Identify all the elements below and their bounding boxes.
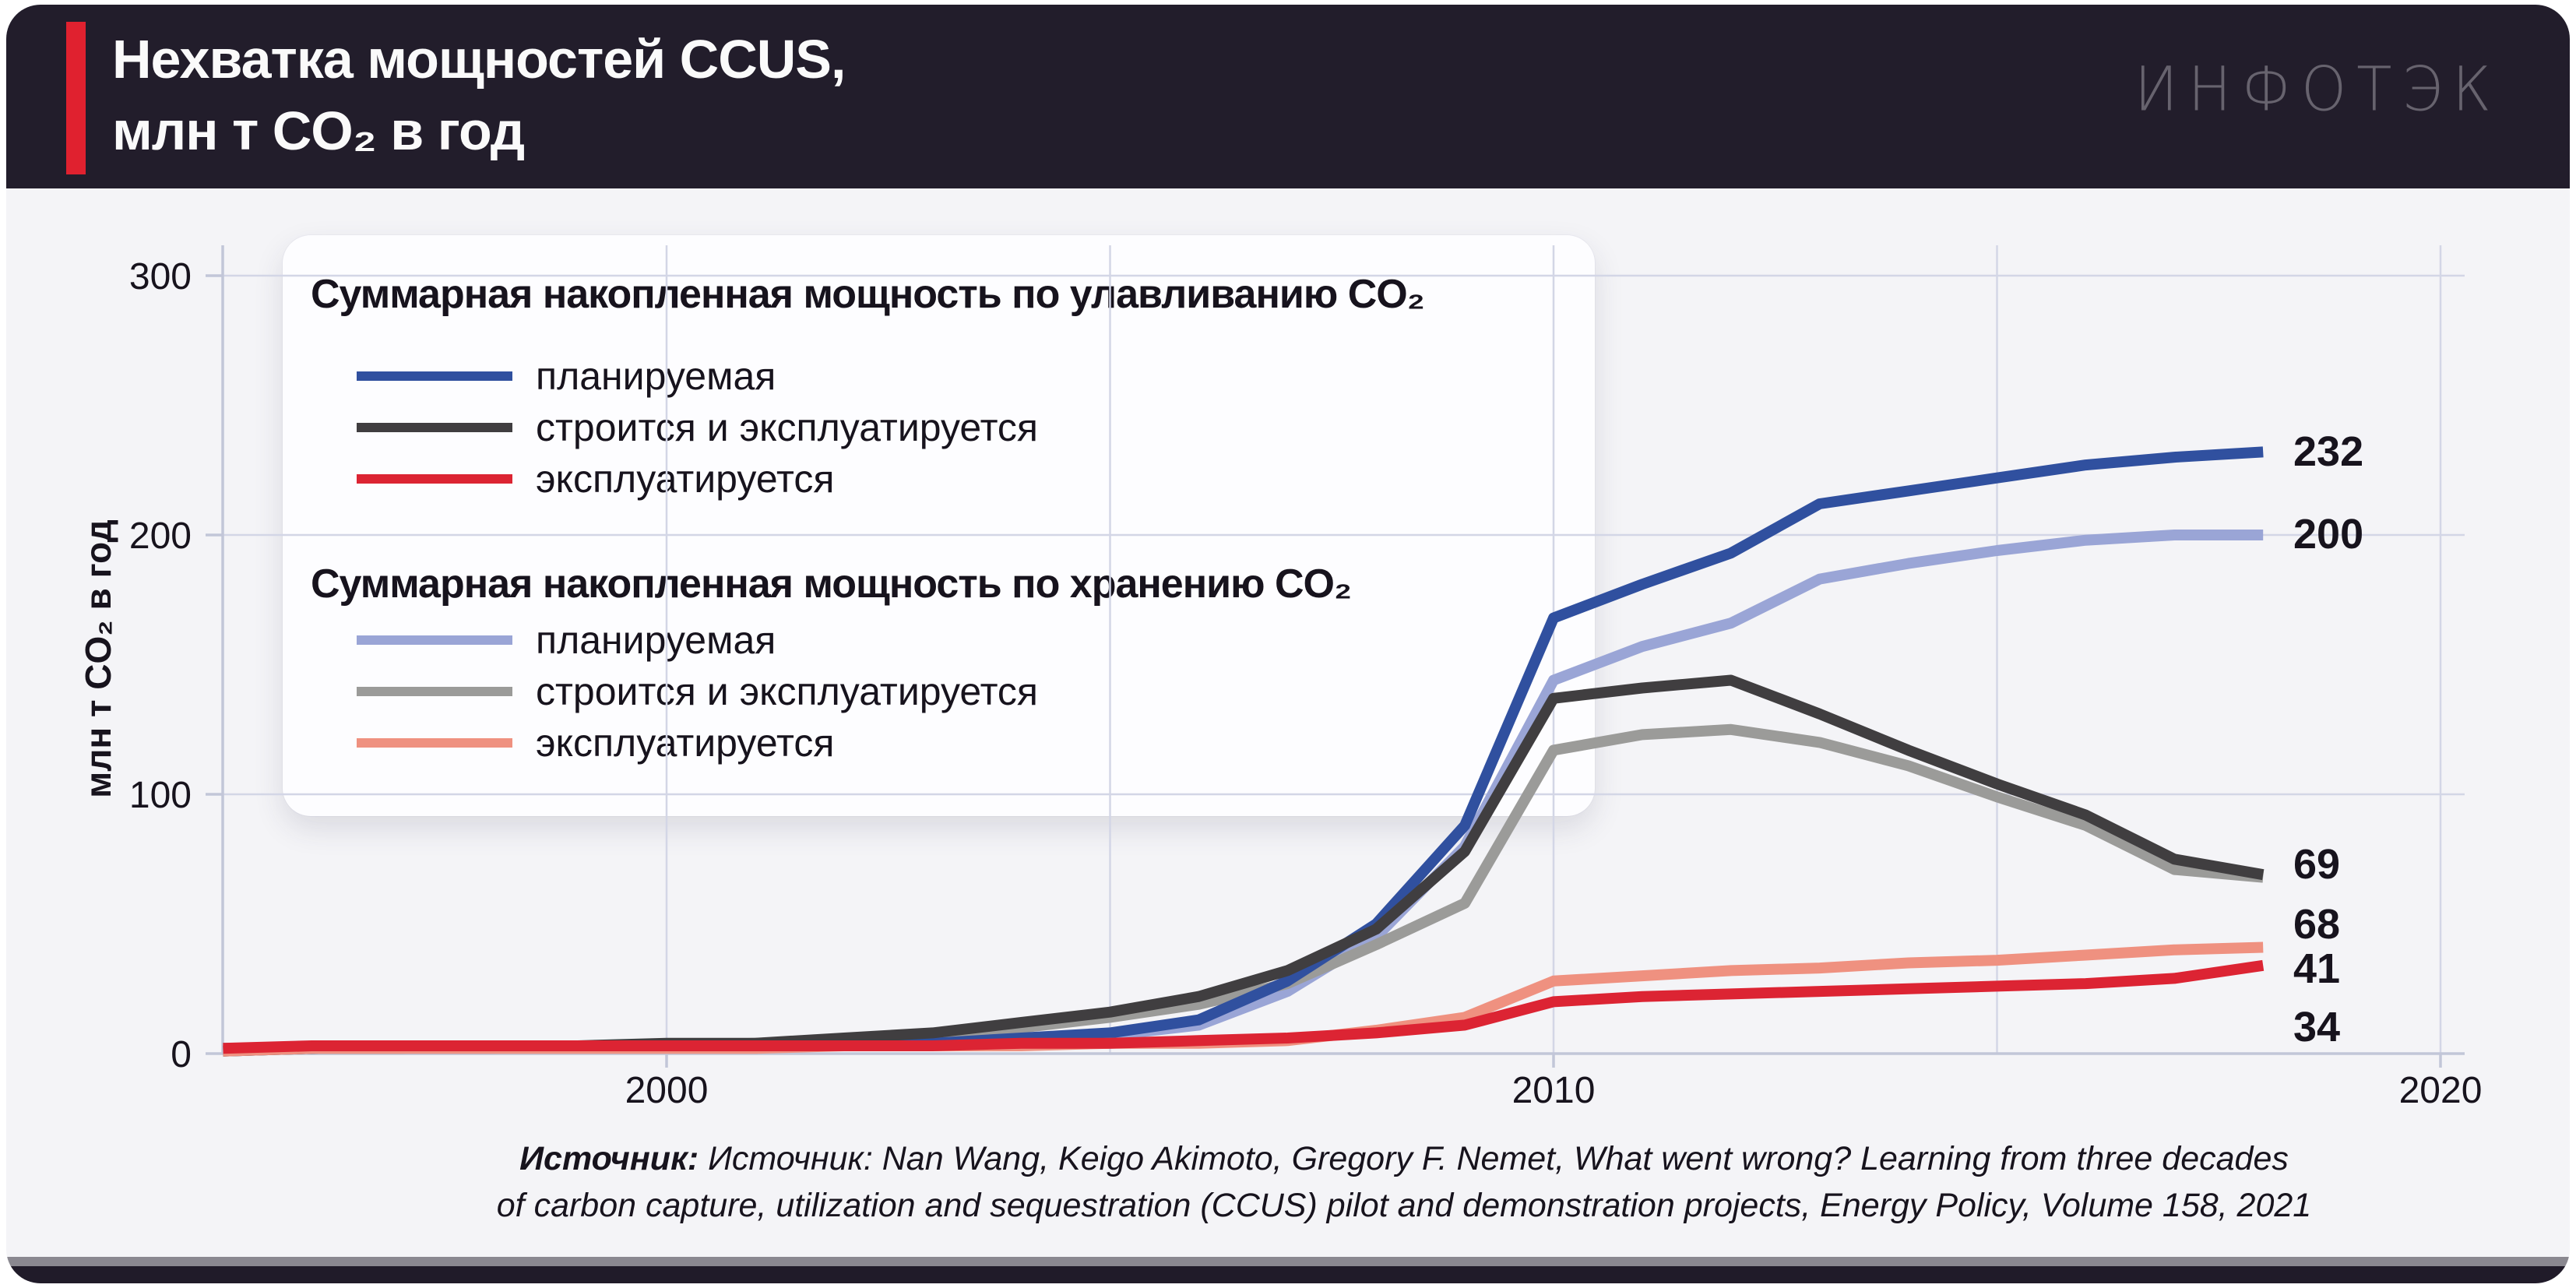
legend-swatch-capture_built	[357, 423, 512, 432]
legend-swatch-storage_planned	[357, 635, 512, 645]
legend-item-capture_planned: планируемая	[311, 350, 1564, 402]
source-line1: Источник: Источник: Nan Wang, Keigo Akim…	[232, 1135, 2570, 1182]
infotek-logo: ИНФОТЭК	[2134, 54, 2501, 125]
legend-label: планируемая	[536, 618, 776, 662]
source-prefix: Источник:	[519, 1140, 709, 1177]
footer-dark-bar	[6, 1266, 2570, 1283]
legend-group-title: Суммарная накопленная мощность по хранен…	[311, 561, 1352, 607]
legend-label: планируемая	[536, 354, 776, 398]
footer-gray-strip	[6, 1257, 2570, 1266]
legend-group-items: планируемая строится и эксплуатируется экс…	[311, 614, 1564, 769]
legend-swatch-storage_operating	[357, 738, 512, 748]
legend-label: эксплуатируется	[536, 721, 835, 765]
legend-item-capture_built: строится и эксплуатируется	[311, 402, 1564, 453]
legend-group-title: Суммарная накопленная мощность по улавли…	[311, 272, 1425, 317]
red-accent-bar	[66, 22, 86, 174]
legend-label: строится и эксплуатируется	[536, 670, 1038, 713]
source-line1-text: Источник: Nan Wang, Keigo Akimoto, Grego…	[708, 1140, 2289, 1177]
legend-item-storage_operating: эксплуатируется	[311, 717, 1564, 769]
legend-swatch-storage_built	[357, 687, 512, 696]
infographic-card: Нехватка мощностей CCUS, млн т CO₂ в год…	[6, 5, 2570, 1283]
y-axis-title: млн т CO₂ в год	[78, 519, 118, 798]
legend-item-capture_operating: эксплуатируется	[311, 453, 1564, 505]
legend-item-storage_built: строится и эксплуатируется	[311, 666, 1564, 717]
page-title: Нехватка мощностей CCUS, млн т CO₂ в год	[112, 23, 846, 167]
legend-group-items: планируемая строится и эксплуатируется экс…	[311, 350, 1564, 505]
legend-item-storage_planned: планируемая	[311, 614, 1564, 666]
chart-legend: Суммарная накопленная мощность по улавли…	[283, 235, 1595, 816]
legend-swatch-capture_operating	[357, 474, 512, 484]
source-citation: Источник: Источник: Nan Wang, Keigo Akim…	[232, 1135, 2570, 1229]
page-title-line1: Нехватка мощностей CCUS,	[112, 29, 846, 90]
page-title-line2: млн т CO₂ в год	[112, 100, 525, 161]
header: Нехватка мощностей CCUS, млн т CO₂ в год…	[6, 5, 2570, 188]
legend-swatch-capture_planned	[357, 371, 512, 381]
source-line2: of carbon capture, utilization and seque…	[496, 1187, 2312, 1224]
legend-label: эксплуатируется	[536, 457, 835, 501]
legend-label: строится и эксплуатируется	[536, 406, 1038, 449]
